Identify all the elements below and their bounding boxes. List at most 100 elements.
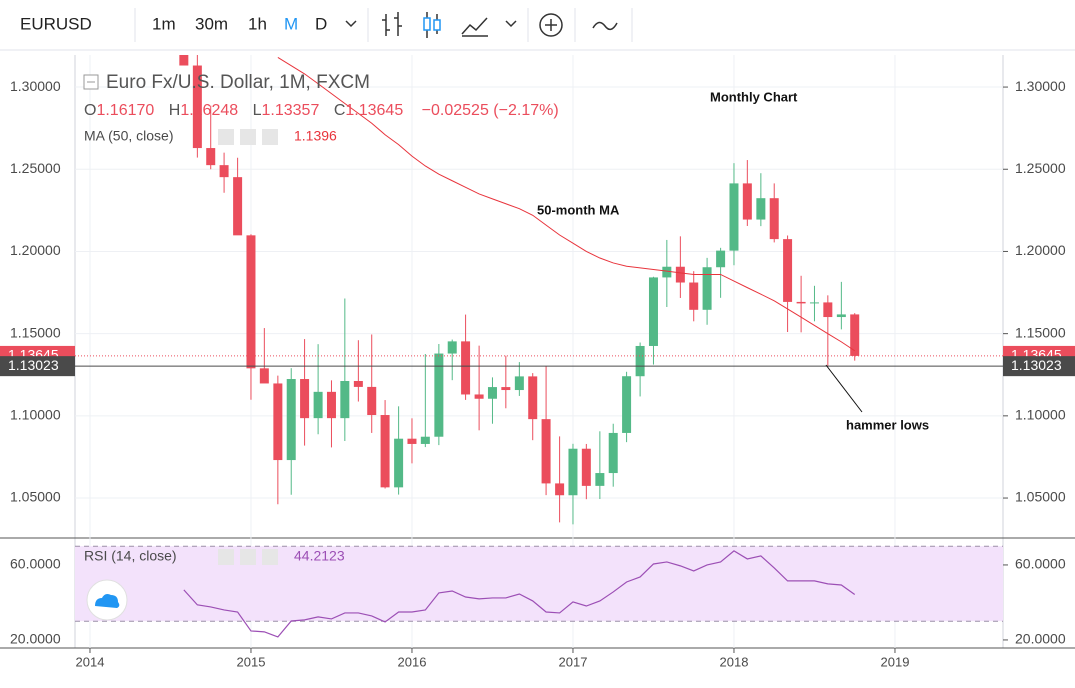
rsi-legend: RSI (14, close) [84,548,177,564]
x-tick-label: 2018 [720,654,749,669]
candle-body [823,302,833,318]
dropdown-icon[interactable] [505,20,517,28]
candle-body [514,376,524,391]
candles-icon[interactable] [433,19,441,31]
ohlc-key: H [169,102,181,119]
ohlc-header: O1.16170 H1.16248 L1.13357 C1.13645 −0.0… [84,102,559,119]
candle-body [179,55,189,66]
crosshair-tag-label: 1.13023 [1011,357,1062,373]
settings-button[interactable] [240,129,256,145]
toolbar: EURUSD 1m 30m 1h M D [0,0,1075,51]
candle-body [300,379,310,419]
y-tick-label: 1.20000 [1015,242,1066,258]
chart-title: Euro Fx/U.S. Dollar, 1M, FXCM [106,72,370,93]
candle-body [286,379,296,461]
eye-button[interactable] [218,549,234,565]
candle-body [756,198,766,220]
candle-body [461,341,471,395]
candle-body [380,415,390,488]
ohlc-value: 1.16170 [96,102,154,119]
remove-button[interactable] [262,129,278,145]
indicators-icon[interactable] [592,21,618,31]
ma-line [277,57,855,352]
candle-body [206,148,216,166]
crosshair-tag-label: 1.13023 [8,357,59,373]
compare-icon[interactable] [539,13,563,37]
eye-button[interactable] [218,129,234,145]
rsi-pane [183,550,856,638]
candle-body [246,235,256,369]
candle-body [219,165,229,178]
toolbar-bg [0,0,1075,50]
logo [95,594,120,608]
ohlc-value: 1.16248 [180,102,238,119]
annotation-arrow [825,364,863,413]
x-tick-label: 2016 [398,654,427,669]
y-tick-label: 1.20000 [10,242,61,258]
candle-body [555,483,565,496]
candle-body [259,368,269,384]
candle-body [608,432,618,474]
area-icon[interactable] [461,17,488,37]
symbol[interactable]: EURUSD [20,14,92,33]
rsi-value: 44.2123 [294,548,345,564]
y-tick-label: 1.15000 [10,324,61,340]
y-tick-label: 1.10000 [10,407,61,423]
candle-body [662,266,672,278]
candle-body [809,302,819,304]
candle-body [474,394,484,399]
candle-body [769,198,779,240]
y-tick-label: 1.30000 [1015,78,1066,94]
y-tick-label: 1.15000 [1015,324,1066,340]
dropdown-icon[interactable] [345,20,357,28]
settings-button[interactable] [240,549,256,565]
candle-body [192,65,202,149]
interval[interactable]: 30m [195,14,228,33]
x-tick-label: 2019 [881,654,910,669]
y-tick-label: 60.0000 [1015,556,1066,572]
interval-active[interactable]: M [284,14,298,33]
candle-body [434,353,444,437]
candle-body [581,448,591,486]
y-tick-label: 1.05000 [10,489,61,505]
candle-body [635,345,645,377]
candle-body [326,391,336,419]
rsi-line [183,550,856,638]
candle-body [340,380,350,419]
interval[interactable]: 1m [152,14,176,33]
candle-body [501,387,511,391]
change: −0.02525 (−2.17%) [422,102,559,119]
x-tick-label: 2017 [559,654,588,669]
interval[interactable]: D [315,14,327,33]
candle-body [447,341,457,354]
crosshair-tag [1003,356,1075,377]
axes: 2014 2015 2016 2017 2018 2019 1.05000 1.05000 1.… [0,78,1075,669]
candle-body [595,473,605,486]
y-tick-label: 1.10000 [1015,407,1066,423]
candles-icon[interactable] [423,17,431,31]
candle-body [273,383,283,461]
x-tick-label: 2015 [237,654,266,669]
annotation: hammer lows [846,417,929,432]
y-tick-label: 60.0000 [10,556,61,572]
candle-body [528,376,538,420]
interval[interactable]: 1h [248,14,267,33]
compare-icon[interactable] [545,19,557,31]
bars-icon[interactable] [382,12,402,36]
ma-value: 1.1396 [294,128,337,144]
candle-body [541,419,551,484]
candle-body [796,301,806,304]
candle-body [689,282,699,310]
candle-body [568,448,578,496]
annotation: 50-month MA [537,202,620,217]
y-tick-label: 1.30000 [10,78,61,94]
ohlc-key: C [334,102,346,119]
candle-body [850,314,860,356]
remove-button[interactable] [262,549,278,565]
candle-body [648,277,658,346]
ohlc-key: L [253,102,262,119]
candle-body [622,376,632,433]
candle-body [716,250,726,268]
ohlc-value: 1.13357 [262,102,320,119]
x-tick-label: 2014 [76,654,105,669]
